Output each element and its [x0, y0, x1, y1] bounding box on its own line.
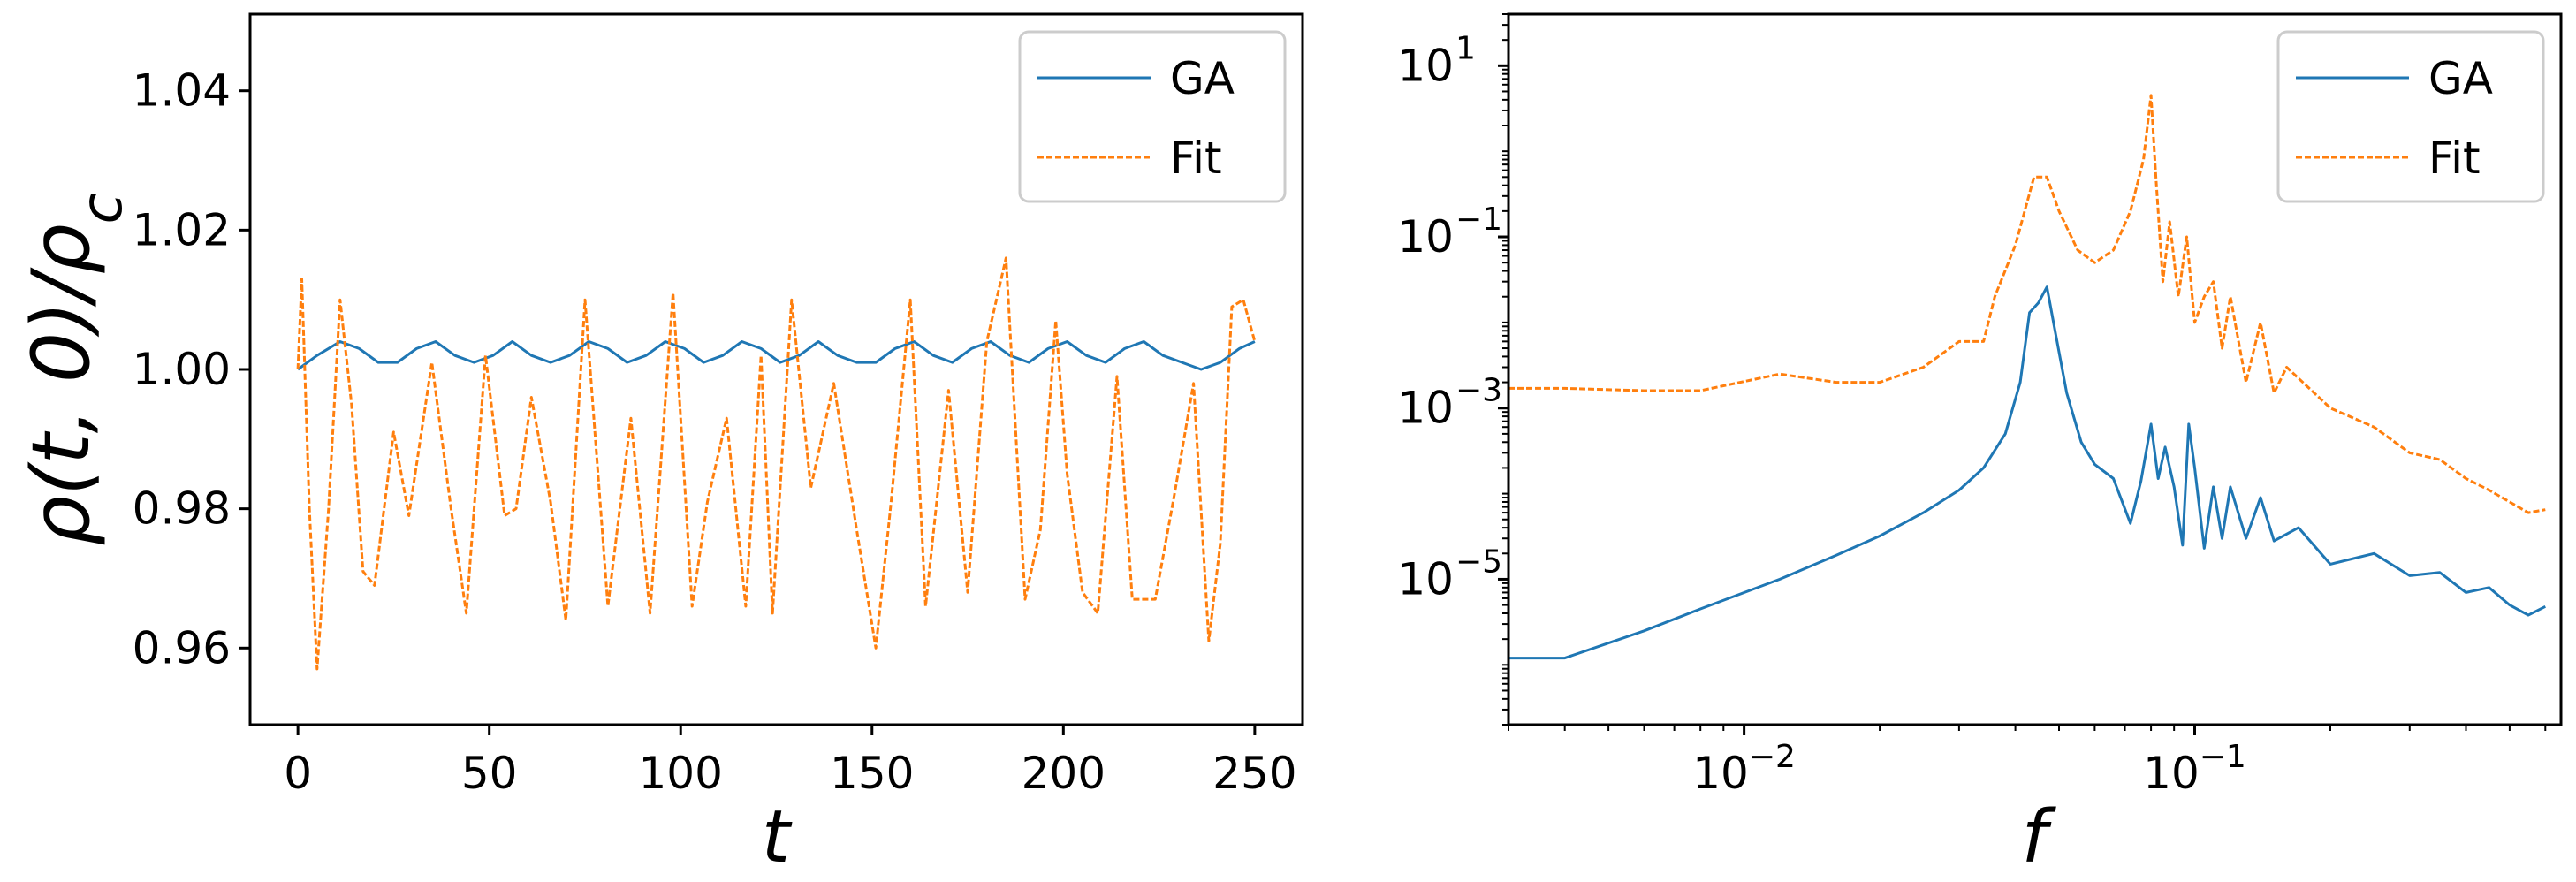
left-y-tick-label: 1.00	[133, 344, 231, 395]
left-x-tick-label: 150	[830, 748, 914, 799]
left-series-ga-line	[297, 340, 1256, 371]
right-x-tick-label: 10−1	[2143, 739, 2246, 799]
left-y-tick-label: 0.98	[133, 483, 231, 535]
right-x-tick-exponent: −2	[1749, 739, 1796, 775]
right-legend-label-ga: GA	[2428, 53, 2493, 104]
right-series-fit-line	[1508, 94, 2546, 514]
right-y-tick-exponent: −3	[1455, 373, 1502, 409]
right-x-tick-exponent: −1	[2200, 739, 2246, 775]
right-y-tick-label: 10	[1397, 40, 1454, 91]
right-legend-label-fit: Fit	[2428, 133, 2481, 184]
left-y-axis-label: ρ(t, 0)/ρc	[15, 193, 135, 546]
left-x-tick-label: 50	[461, 748, 518, 799]
left-y-tick-label: 1.02	[133, 204, 231, 255]
right-plot-frame	[1507, 12, 2563, 726]
right-y-tick-exponent: 1	[1455, 30, 1476, 66]
right-legend-box	[2276, 30, 2545, 203]
left-x-tick-label: 100	[639, 748, 723, 799]
left-legend: GA Fit	[1018, 30, 1287, 203]
left-legend-label-ga: GA	[1170, 53, 1235, 104]
left-x-tick-label: 250	[1212, 748, 1296, 799]
left-legend-box	[1018, 30, 1287, 203]
left-x-tick-label: 200	[1022, 748, 1106, 799]
left-y-axis-label-sub: c	[70, 193, 135, 224]
right-y-tick-label: 10	[1397, 383, 1454, 434]
left-x-axis-label: t	[762, 795, 793, 879]
left-y-tick-label: 1.04	[133, 65, 231, 117]
left-series-fit-line	[296, 256, 1257, 671]
right-legend: GA Fit	[2276, 30, 2545, 203]
chart-left: 0 50 100 150 200 250 0.96 0.98 1.00 1.02 1.04 ρ(t,…	[15, 12, 1304, 879]
right-y-tick-label: 10	[1397, 553, 1454, 604]
right-y-tick-label: 10	[1397, 211, 1454, 262]
right-x-axis-label: f	[2022, 795, 2057, 879]
left-y-axis-label-text: ρ(t, 0)/ρ	[15, 224, 108, 546]
right-series-ga-line	[1508, 285, 2546, 660]
left-legend-label-fit: Fit	[1170, 133, 1222, 184]
right-x-tick-label: 10−2	[1692, 739, 1796, 799]
right-y-tick-exponent: −1	[1455, 201, 1502, 238]
left-x-tick-label: 0	[284, 748, 312, 799]
left-y-tick-label: 0.96	[133, 622, 231, 673]
right-y-tick-exponent: −5	[1455, 544, 1502, 580]
